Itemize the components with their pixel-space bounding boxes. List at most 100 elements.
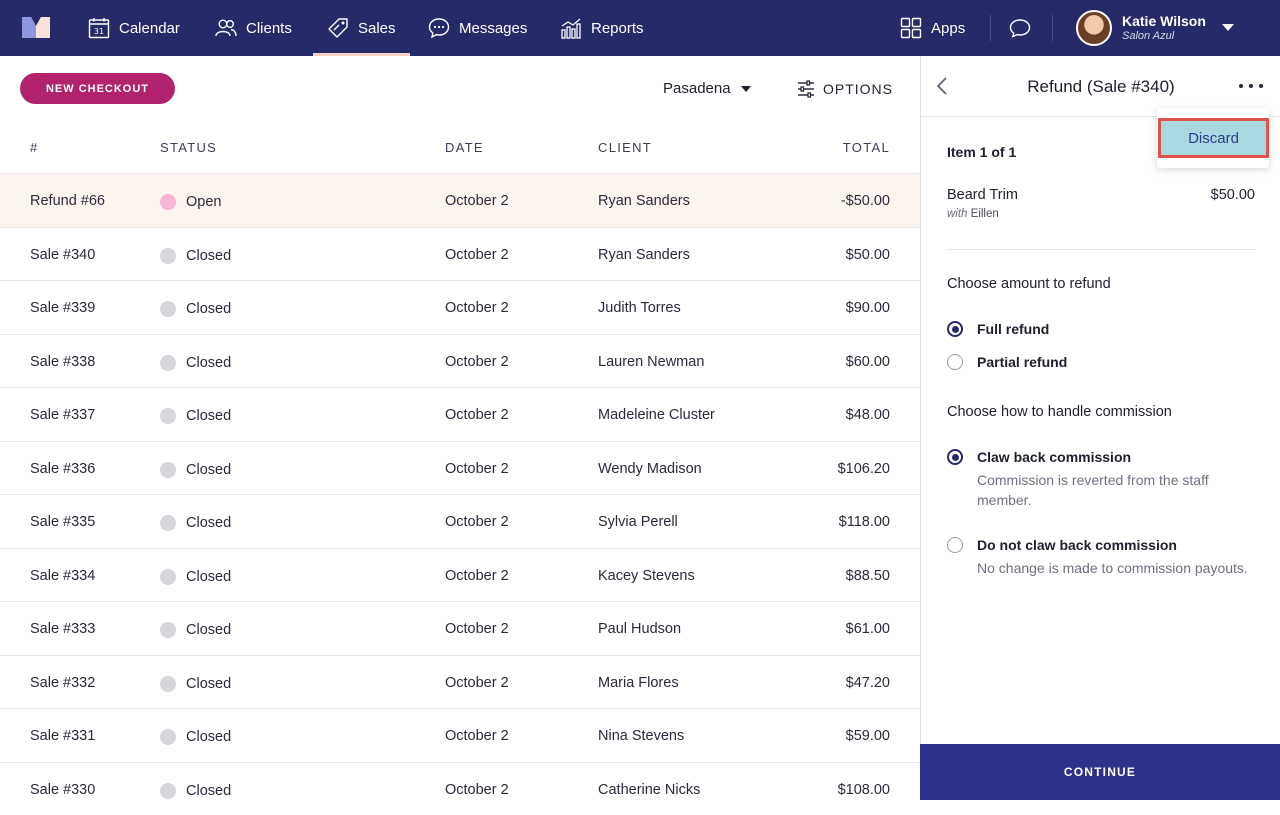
table-row[interactable]: Sale #330 Closed October 2 Catherine Nic…: [0, 762, 920, 815]
nav-reports[interactable]: Reports: [560, 0, 644, 56]
row-status: Closed: [186, 515, 231, 531]
full-refund-radio[interactable]: [947, 321, 963, 337]
nav-apps[interactable]: Apps: [900, 0, 965, 56]
nav-calendar[interactable]: 31 Calendar: [88, 0, 180, 56]
discard-menu-item[interactable]: Discard: [1158, 118, 1269, 158]
user-name[interactable]: Katie Wilson: [1122, 13, 1206, 29]
header-date[interactable]: DATE: [445, 140, 484, 155]
row-date: October 2: [445, 782, 509, 798]
row-number: Sale #336: [30, 461, 95, 477]
row-number: Sale #337: [30, 407, 95, 423]
location-dropdown[interactable]: Pasadena: [663, 80, 751, 97]
new-checkout-button[interactable]: NEW CHECKOUT: [20, 73, 175, 104]
status-dot: [160, 462, 176, 478]
row-number: Sale #340: [30, 247, 95, 263]
status-dot: [160, 676, 176, 692]
header-number[interactable]: #: [30, 140, 39, 155]
table-row[interactable]: Refund #66 Open October 2 Ryan Sanders -…: [0, 173, 920, 227]
row-status: Closed: [186, 569, 231, 585]
table-row[interactable]: Sale #336 Closed October 2 Wendy Madison…: [0, 441, 920, 495]
status-dot: [160, 783, 176, 799]
row-number: Sale #339: [30, 300, 95, 316]
item-count: Item 1 of 1: [947, 144, 1016, 160]
row-number: Sale #338: [30, 354, 95, 370]
logo-icon[interactable]: [22, 17, 50, 38]
row-total: $48.00: [846, 407, 890, 423]
nav-sales[interactable]: Sales: [327, 0, 396, 56]
more-options-icon[interactable]: [1239, 76, 1263, 96]
table-row[interactable]: Sale #338 Closed October 2 Lauren Newman…: [0, 334, 920, 388]
row-total: -$50.00: [841, 193, 890, 209]
nav-divider: [990, 15, 991, 41]
row-client: Catherine Nicks: [598, 782, 700, 798]
row-client: Ryan Sanders: [598, 247, 690, 263]
row-total: $90.00: [846, 300, 890, 316]
row-total: $60.00: [846, 354, 890, 370]
row-status: Closed: [186, 408, 231, 424]
item-price: $50.00: [1211, 187, 1255, 203]
header-status[interactable]: STATUS: [160, 140, 217, 155]
full-refund-label[interactable]: Full refund: [977, 321, 1049, 337]
row-client: Judith Torres: [598, 300, 681, 316]
row-date: October 2: [445, 193, 509, 209]
nav-messages[interactable]: Messages: [428, 0, 527, 56]
partial-refund-label[interactable]: Partial refund: [977, 354, 1067, 370]
table-row[interactable]: Sale #337 Closed October 2 Madeleine Clu…: [0, 387, 920, 441]
row-number: Refund #66: [30, 193, 105, 209]
row-client: Madeleine Cluster: [598, 407, 715, 423]
chevron-down-icon[interactable]: [1222, 24, 1234, 31]
row-client: Lauren Newman: [598, 354, 704, 370]
row-status: Closed: [186, 248, 231, 264]
amount-heading: Choose amount to refund: [947, 276, 1111, 292]
table-row[interactable]: Sale #339 Closed October 2 Judith Torres…: [0, 280, 920, 334]
nav-label-clients: Clients: [246, 20, 292, 37]
nav-label-reports: Reports: [591, 20, 644, 37]
row-total: $108.00: [838, 782, 890, 798]
panel-title: Refund (Sale #340): [921, 77, 1280, 97]
row-status: Closed: [186, 462, 231, 478]
header-client[interactable]: CLIENT: [598, 140, 652, 155]
claw-back-radio[interactable]: [947, 449, 963, 465]
table-row[interactable]: Sale #340 Closed October 2 Ryan Sanders …: [0, 227, 920, 281]
row-number: Sale #331: [30, 728, 95, 744]
speech-bubble-icon: [1009, 17, 1031, 39]
row-date: October 2: [445, 568, 509, 584]
table-row[interactable]: Sale #334 Closed October 2 Kacey Stevens…: [0, 548, 920, 602]
nav-label-sales: Sales: [358, 20, 396, 37]
row-client: Wendy Madison: [598, 461, 702, 477]
status-dot: [160, 301, 176, 317]
no-claw-back-label[interactable]: Do not claw back commission: [977, 537, 1177, 553]
row-total: $47.20: [846, 675, 890, 691]
table-row[interactable]: Sale #333 Closed October 2 Paul Hudson $…: [0, 601, 920, 655]
nav-label-messages: Messages: [459, 20, 527, 37]
apps-grid-icon: [900, 17, 922, 39]
row-status: Closed: [186, 355, 231, 371]
nav-clients[interactable]: Clients: [215, 0, 292, 56]
options-button[interactable]: OPTIONS: [797, 80, 893, 98]
row-date: October 2: [445, 247, 509, 263]
row-client: Maria Flores: [598, 675, 679, 691]
no-claw-back-radio[interactable]: [947, 537, 963, 553]
commission-heading: Choose how to handle commission: [947, 404, 1172, 420]
calendar-day: 31: [94, 27, 104, 36]
row-date: October 2: [445, 407, 509, 423]
row-total: $59.00: [846, 728, 890, 744]
table-row[interactable]: Sale #335 Closed October 2 Sylvia Perell…: [0, 494, 920, 548]
header-total[interactable]: TOTAL: [843, 140, 890, 155]
continue-button[interactable]: CONTINUE: [920, 744, 1280, 800]
item-staff: with Eillen: [947, 208, 999, 220]
salon-name: Salon Azul: [1122, 30, 1174, 42]
chat-button[interactable]: [1009, 0, 1040, 56]
tag-icon: [327, 17, 349, 39]
claw-back-label[interactable]: Claw back commission: [977, 449, 1131, 465]
row-status: Closed: [186, 622, 231, 638]
status-dot: [160, 248, 176, 264]
partial-refund-radio[interactable]: [947, 354, 963, 370]
item-name: Beard Trim: [947, 187, 1018, 203]
table-row[interactable]: Sale #331 Closed October 2 Nina Stevens …: [0, 708, 920, 762]
table-row[interactable]: Sale #332 Closed October 2 Maria Flores …: [0, 655, 920, 709]
claw-back-description: Commission is reverted from the staff me…: [977, 470, 1257, 510]
row-client: Ryan Sanders: [598, 193, 690, 209]
row-client: Kacey Stevens: [598, 568, 695, 584]
user-avatar[interactable]: [1076, 10, 1112, 46]
